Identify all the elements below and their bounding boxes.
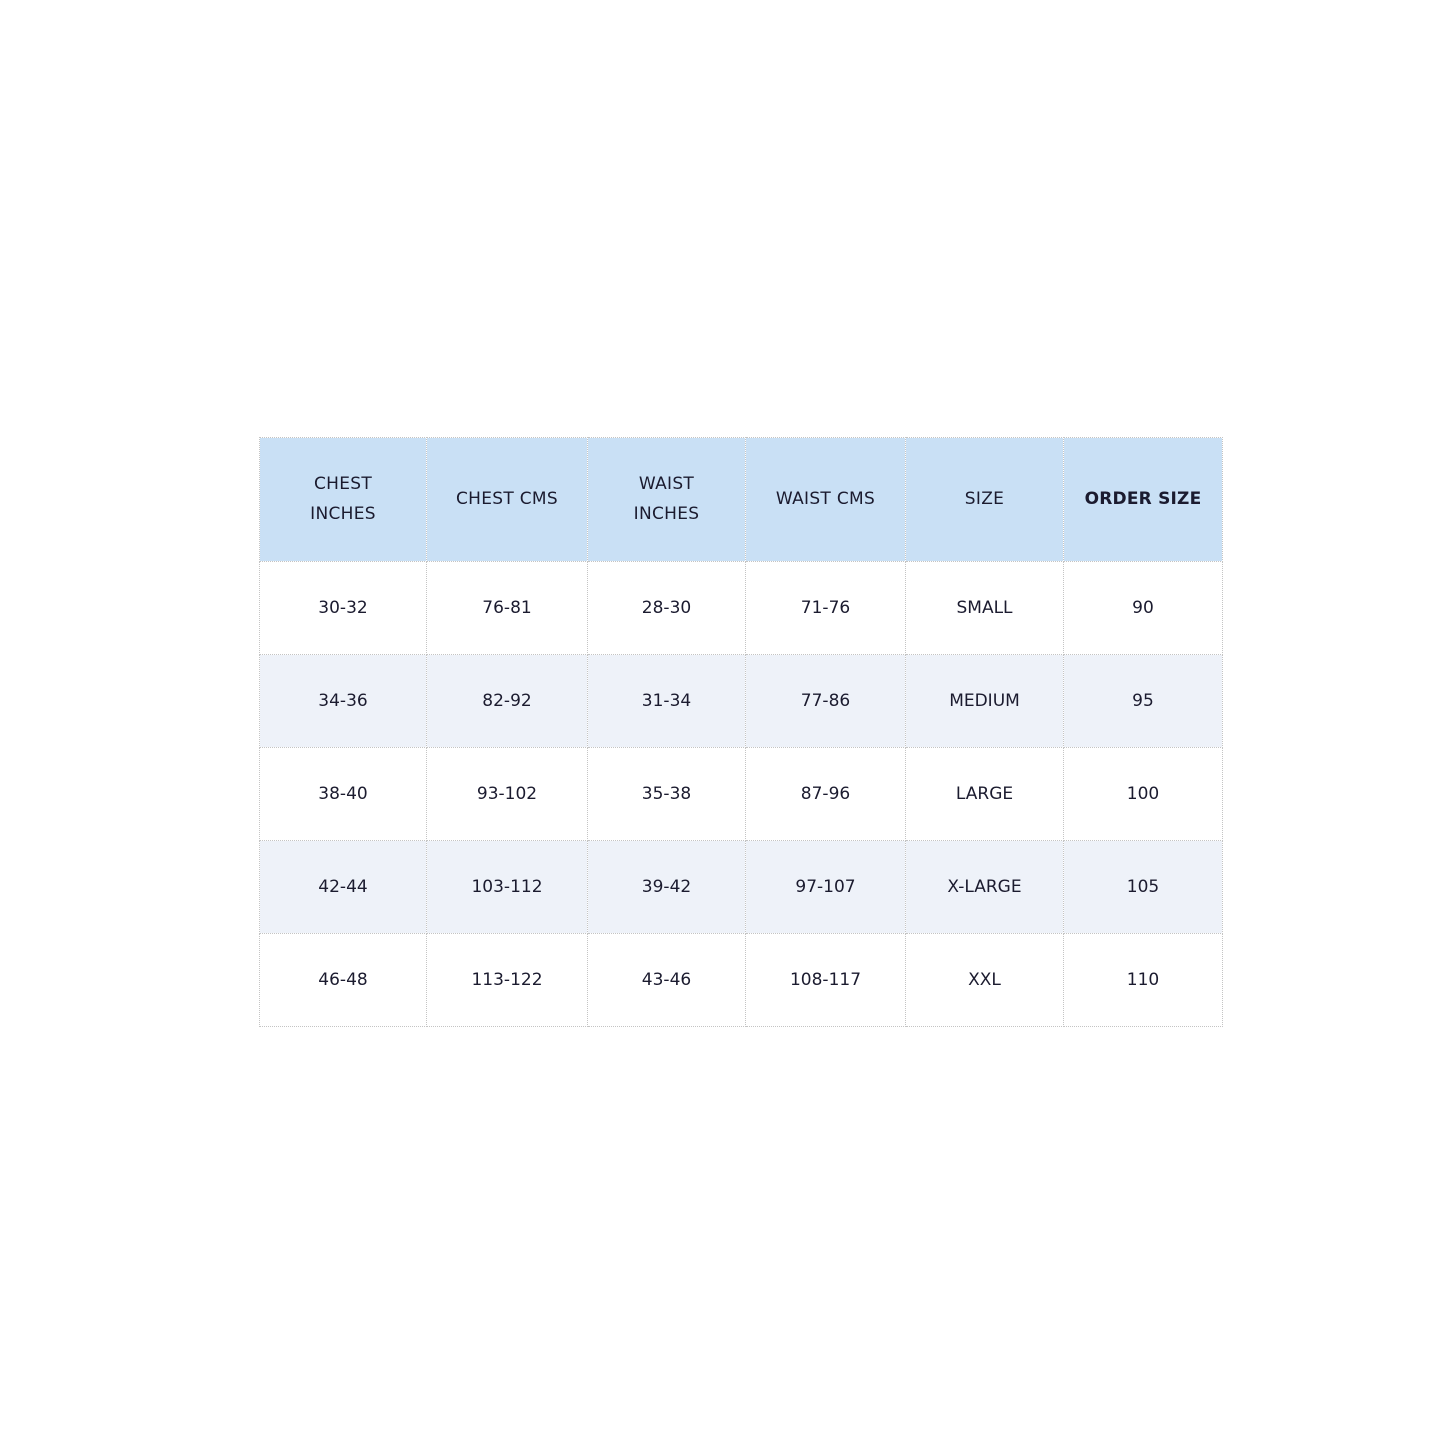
cell-order-size: 90	[1063, 561, 1223, 655]
cell-waist-inches: 31-34	[587, 654, 746, 748]
cell-size: X-LARGE	[905, 840, 1064, 934]
table-row-small: 30-32 76-81 28-30 71-76 SMALL 90	[259, 561, 1223, 655]
size-chart-table: CHEST INCHES CHEST CMS WAIST INCHES WAIS…	[259, 437, 1223, 1027]
cell-chest-cms: 76-81	[426, 561, 588, 655]
cell-waist-inches: 43-46	[587, 933, 746, 1027]
cell-waist-cms: 108-117	[745, 933, 906, 1027]
table-row-large: 38-40 93-102 35-38 87-96 LARGE 100	[259, 747, 1223, 841]
col-header-order-size: ORDER SIZE	[1063, 437, 1223, 562]
cell-chest-cms: 103-112	[426, 840, 588, 934]
cell-waist-inches: 28-30	[587, 561, 746, 655]
cell-size: LARGE	[905, 747, 1064, 841]
cell-order-size: 105	[1063, 840, 1223, 934]
col-header-chest-inches: CHEST INCHES	[259, 437, 427, 562]
table-row-xxl: 46-48 113-122 43-46 108-117 XXL 110	[259, 933, 1223, 1027]
cell-chest-cms: 93-102	[426, 747, 588, 841]
cell-waist-inches: 35-38	[587, 747, 746, 841]
table-row-x-large: 42-44 103-112 39-42 97-107 X-LARGE 105	[259, 840, 1223, 934]
col-header-chest-cms: CHEST CMS	[426, 437, 588, 562]
cell-size: SMALL	[905, 561, 1064, 655]
cell-chest-inches: 38-40	[259, 747, 427, 841]
cell-waist-inches: 39-42	[587, 840, 746, 934]
col-header-waist-cms: WAIST CMS	[745, 437, 906, 562]
cell-size: XXL	[905, 933, 1064, 1027]
cell-waist-cms: 87-96	[745, 747, 906, 841]
col-header-size: SIZE	[905, 437, 1064, 562]
cell-chest-inches: 42-44	[259, 840, 427, 934]
cell-size: MEDIUM	[905, 654, 1064, 748]
cell-chest-inches: 34-36	[259, 654, 427, 748]
cell-chest-inches: 46-48	[259, 933, 427, 1027]
cell-waist-cms: 77-86	[745, 654, 906, 748]
cell-chest-cms: 82-92	[426, 654, 588, 748]
size-chart: CHEST INCHES CHEST CMS WAIST INCHES WAIS…	[259, 437, 1223, 1027]
cell-chest-inches: 30-32	[259, 561, 427, 655]
cell-order-size: 100	[1063, 747, 1223, 841]
col-header-waist-inches: WAIST INCHES	[587, 437, 746, 562]
cell-order-size: 110	[1063, 933, 1223, 1027]
cell-order-size: 95	[1063, 654, 1223, 748]
cell-waist-cms: 71-76	[745, 561, 906, 655]
table-row-medium: 34-36 82-92 31-34 77-86 MEDIUM 95	[259, 654, 1223, 748]
header-row: CHEST INCHES CHEST CMS WAIST INCHES WAIS…	[259, 437, 1223, 562]
cell-chest-cms: 113-122	[426, 933, 588, 1027]
cell-waist-cms: 97-107	[745, 840, 906, 934]
